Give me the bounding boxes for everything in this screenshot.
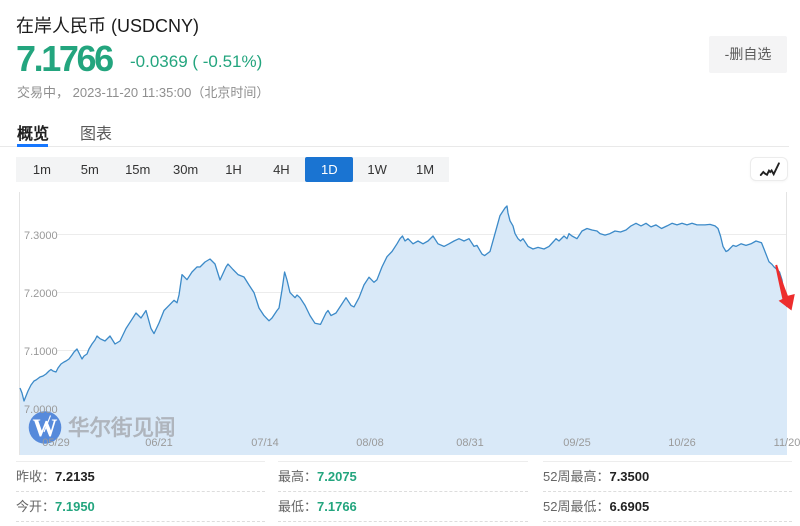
svg-text:7.2000: 7.2000 [24,288,58,300]
svg-text:7.1000: 7.1000 [24,346,58,358]
svg-text:08/31: 08/31 [456,437,484,449]
svg-text:10/26: 10/26 [668,437,696,449]
svg-text:06/21: 06/21 [145,437,173,449]
svg-text:11/20: 11/20 [774,437,800,449]
svg-text:7.3000: 7.3000 [24,230,58,242]
svg-text:05/29: 05/29 [42,437,70,449]
svg-text:09/25: 09/25 [563,437,591,449]
svg-text:7.0000: 7.0000 [24,404,58,416]
svg-text:华尔街见闻: 华尔街见闻 [68,415,176,440]
svg-text:08/08: 08/08 [356,437,384,449]
svg-text:07/14: 07/14 [251,437,279,449]
